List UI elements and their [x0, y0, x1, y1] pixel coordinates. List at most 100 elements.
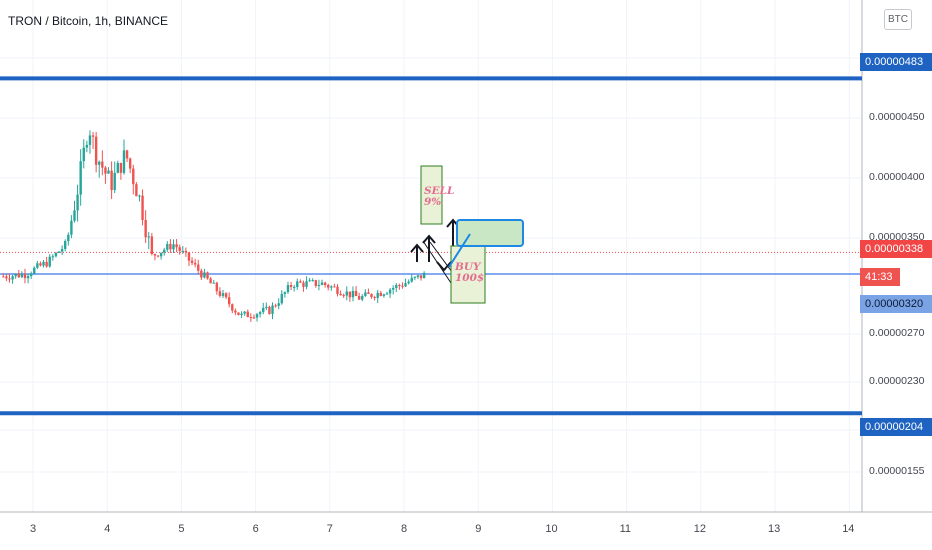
candle-body [169, 243, 172, 250]
level-lines [0, 76, 862, 416]
time-tick-label: 12 [693, 523, 707, 535]
sell-annotation-text: SELL 9% [424, 185, 455, 208]
candle-body [401, 285, 404, 287]
candle-body [64, 241, 67, 249]
candle-body [184, 250, 188, 253]
candle-body [60, 248, 64, 252]
candle-body [342, 295, 345, 297]
candle-body [246, 311, 249, 318]
candle-body [404, 283, 407, 287]
candle-body [227, 297, 231, 305]
candle-body [422, 272, 426, 279]
candle-body [141, 195, 144, 220]
candle-body [336, 286, 339, 294]
candle-body [407, 281, 410, 284]
sell-box [420, 165, 443, 225]
candle-body [413, 276, 417, 278]
candle-body [110, 170, 113, 191]
candle-body [17, 273, 20, 278]
candle-body [23, 273, 27, 279]
candle-body [82, 147, 85, 162]
candle-body [98, 161, 101, 165]
chart-title: TRON / Bitcoin, 1h, BINANCE [8, 14, 169, 28]
buy-annotation-text: BUY 100$ [455, 261, 485, 284]
price-tick-label: 0.00000400 [869, 171, 925, 183]
candle-body [193, 263, 197, 265]
candle-body [36, 263, 39, 268]
candle-body [379, 292, 383, 296]
countdown-label: 41:33 [860, 268, 900, 286]
candle-body [373, 297, 376, 299]
down-arrow-icon [436, 261, 452, 272]
candle-body [258, 312, 262, 315]
time-tick-label: 4 [104, 523, 111, 535]
candle-body [391, 288, 395, 290]
candle-body [339, 293, 342, 296]
candle-body [249, 317, 253, 319]
candle-body [128, 158, 132, 169]
candle-body [150, 236, 154, 254]
candle-body [262, 307, 265, 313]
candle-body [203, 272, 206, 278]
candle-body [314, 280, 318, 286]
candle-body [156, 255, 160, 257]
candle-body [320, 282, 324, 285]
candle-body [70, 220, 73, 235]
candle-body [237, 312, 240, 316]
candle-body [91, 135, 95, 137]
candle-body [206, 272, 209, 279]
lower-level-price-label: 0.00000204 [860, 418, 932, 436]
time-tick-label: 3 [30, 523, 37, 535]
candle-body [88, 135, 92, 145]
candle-body [94, 136, 98, 165]
drawings [410, 165, 524, 304]
candle-body [348, 291, 352, 298]
candle-body [85, 144, 89, 148]
candle-body [132, 168, 135, 185]
candle-body [357, 296, 361, 300]
price-tick-label: 0.00000230 [869, 375, 925, 387]
time-tick-label: 8 [401, 523, 408, 535]
candle-body [104, 167, 107, 174]
candle-body [200, 270, 203, 278]
candle-body [268, 306, 271, 314]
candle-body [283, 292, 287, 294]
candle-body [101, 161, 104, 168]
candle-body [51, 256, 55, 258]
candle-body [240, 313, 243, 316]
currency-badge[interactable]: BTC [884, 9, 912, 30]
time-tick-label: 9 [475, 523, 482, 535]
candle-body [224, 293, 228, 298]
crosshair-price-label: 0.00000320 [860, 295, 932, 313]
candle-body [327, 284, 330, 288]
target-callout-box [456, 219, 524, 247]
price-tick-label: 0.00000450 [869, 111, 925, 123]
candle-body [212, 282, 215, 284]
candle-body [119, 162, 123, 173]
candle-body [419, 275, 423, 279]
candle-body [265, 306, 268, 308]
candle-body [197, 264, 200, 271]
candle-body [370, 293, 373, 298]
candle-body [243, 311, 246, 314]
time-tick-label: 6 [252, 523, 259, 535]
candle-body [289, 285, 293, 288]
candle-body [299, 281, 302, 283]
candle-body [163, 249, 166, 253]
candle-body [209, 278, 212, 284]
candle-body [385, 293, 389, 295]
candle-body [73, 210, 76, 221]
candle-body [271, 305, 274, 314]
candle-body [26, 276, 30, 279]
candle-body [107, 170, 110, 174]
candle-body [351, 291, 355, 298]
candle-body [361, 296, 364, 300]
candle-body [296, 281, 299, 287]
candle-body [67, 234, 70, 242]
upper-level-price-label: 0.00000483 [860, 53, 932, 71]
candle-body [5, 276, 8, 279]
candle-body [382, 294, 386, 296]
candle-body [274, 305, 277, 307]
time-tick-label: 11 [619, 523, 632, 535]
